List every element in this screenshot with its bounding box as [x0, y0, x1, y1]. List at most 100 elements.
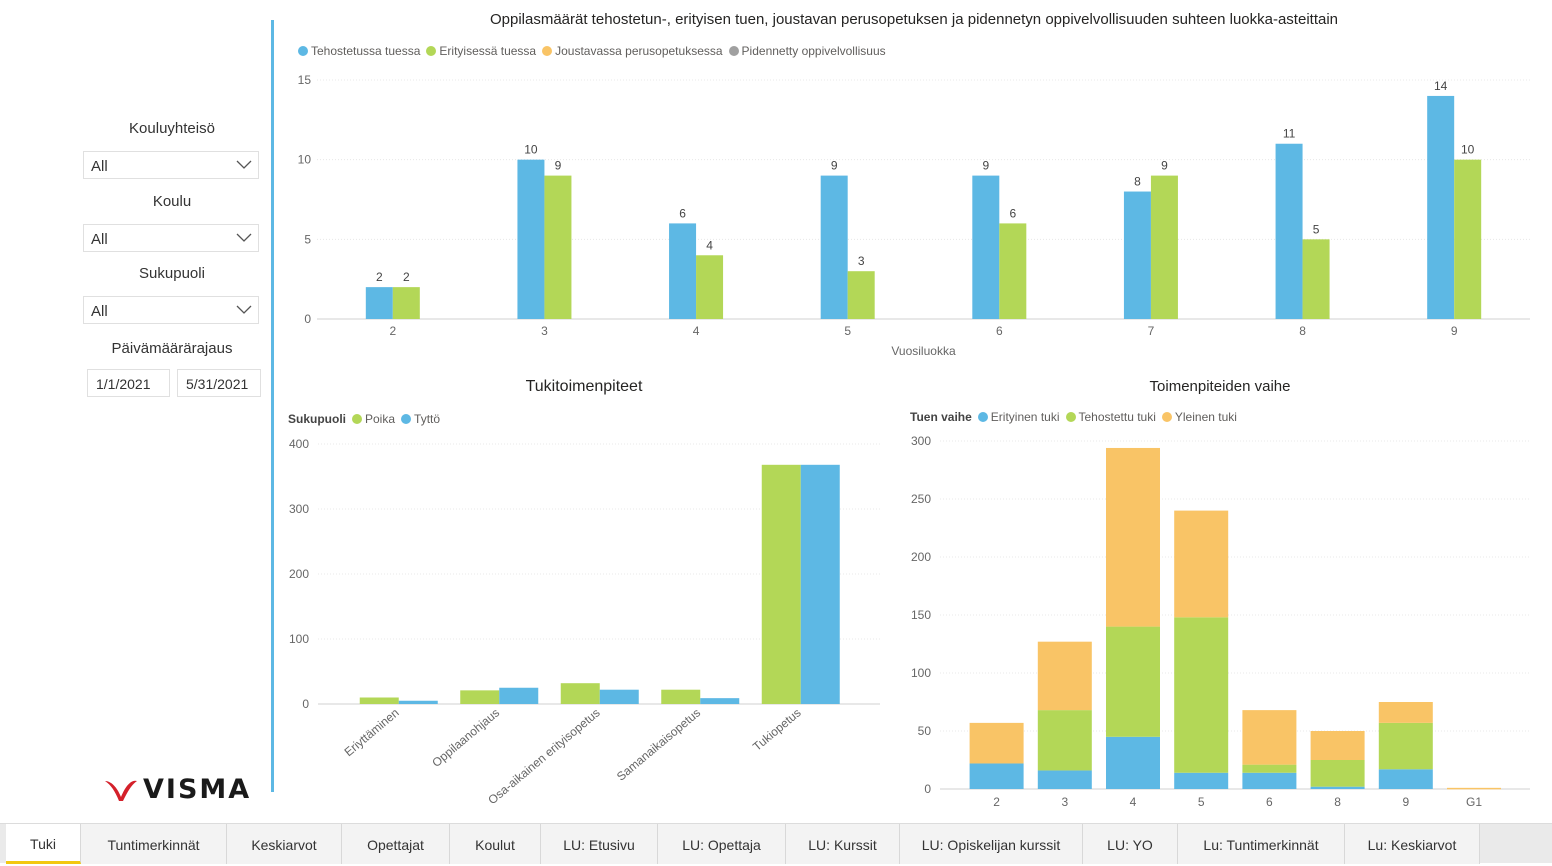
- tab-koulut[interactable]: Koulut: [450, 824, 541, 864]
- legend-item[interactable]: Tehostettu tuki: [1065, 410, 1156, 424]
- end-date-input[interactable]: 5/31/2021: [177, 369, 261, 397]
- x-axis-label: Vuosiluokka: [891, 344, 956, 358]
- tab-opettajat[interactable]: Opettajat: [342, 824, 450, 864]
- sukupuoli-label: Sukupuoli: [139, 265, 205, 282]
- x-tick-label: Tukiopetus: [750, 706, 804, 754]
- bar: [1427, 95, 1455, 319]
- tab-tuki[interactable]: Tuki: [6, 824, 81, 864]
- y-tick-label: 100: [289, 632, 309, 646]
- bar: [1123, 191, 1151, 319]
- sukupuoli-dropdown[interactable]: All: [83, 296, 259, 324]
- x-tick-label: 3: [1061, 795, 1068, 809]
- bar: [460, 690, 500, 704]
- legend-item[interactable]: Joustavassa perusopetuksessa: [542, 44, 723, 58]
- chevron-down-icon: [236, 160, 252, 169]
- bar-segment: [1310, 760, 1365, 787]
- data-label: 9: [831, 159, 838, 173]
- x-tick-label: 2: [993, 795, 1000, 809]
- y-tick-label: 15: [298, 73, 312, 87]
- bar: [359, 697, 399, 704]
- bar: [599, 689, 639, 704]
- y-tick-label: 300: [911, 434, 931, 448]
- x-tick-label: G1: [1466, 795, 1482, 809]
- page-tabs: Tuki Tuntimerkinnät Keskiarvot Opettajat Kou…: [0, 823, 1552, 864]
- visma-logo: VISMA: [103, 774, 251, 805]
- tab-lu-tuntimerkinnät[interactable]: Lu: Tuntimerkinnät: [1178, 824, 1345, 864]
- kouluyhteiso-dropdown[interactable]: All: [83, 151, 259, 179]
- kouluyhteiso-label: Kouluyhteisö: [129, 120, 215, 137]
- y-tick-label: 200: [289, 567, 309, 581]
- bar-segment: [1447, 787, 1501, 790]
- legend-item[interactable]: Tehostetussa tuessa: [298, 44, 420, 58]
- legend-item[interactable]: Erityisessä tuessa: [426, 44, 536, 58]
- bar: [560, 683, 600, 704]
- legend-dot-orange: [542, 46, 553, 56]
- data-label: 10: [1461, 143, 1475, 157]
- legend-dot-green: [426, 46, 437, 56]
- legend-title: Tuen vaihe: [910, 410, 972, 424]
- bar-segment: [1106, 447, 1160, 627]
- x-tick-label: Osa-aikainen erityisopetus: [485, 706, 602, 808]
- x-tick-label: 6: [996, 324, 1003, 338]
- tab-keskiarvot[interactable]: Keskiarvot: [227, 824, 342, 864]
- bar: [696, 255, 724, 319]
- tab-lu-opettaja[interactable]: LU: Opettaja: [658, 824, 786, 864]
- tab-lu-etusivu[interactable]: LU: Etusivu: [541, 824, 658, 864]
- bar: [392, 287, 420, 319]
- tab-lu-kurssit[interactable]: LU: Kurssit: [786, 824, 900, 864]
- tab-tuntimerkinnät[interactable]: Tuntimerkinnät: [81, 824, 227, 864]
- legend-item[interactable]: Poika: [352, 412, 395, 426]
- bar-segment: [1174, 510, 1229, 618]
- tab-lu-keskiarvot[interactable]: Lu: Keskiarvot: [1345, 824, 1480, 864]
- legend-dot-orange: [1161, 412, 1172, 422]
- bar: [1454, 159, 1482, 319]
- legend-label: Joustavassa perusopetuksessa: [555, 44, 723, 58]
- chart2-title: Tukitoimenpiteet: [525, 378, 643, 395]
- data-label: 2: [403, 270, 410, 284]
- legend-item[interactable]: Tyttö: [401, 412, 440, 426]
- bar: [700, 698, 740, 704]
- y-tick-label: 5: [304, 232, 311, 246]
- y-tick-label: 100: [911, 666, 931, 680]
- bar-segment: [1174, 617, 1229, 773]
- bar: [972, 175, 1000, 319]
- y-tick-label: 200: [911, 550, 931, 564]
- legend-item[interactable]: Yleinen tuki: [1161, 410, 1237, 424]
- bar-segment: [1037, 710, 1092, 771]
- bar-segment: [969, 722, 1024, 764]
- legend-item[interactable]: Erityinen tuki: [977, 410, 1060, 424]
- data-label: 6: [679, 206, 686, 220]
- koulu-label: Koulu: [152, 193, 192, 210]
- chevron-down-icon: [236, 305, 252, 314]
- legend-title: Sukupuoli: [288, 412, 346, 426]
- koulu-dropdown[interactable]: All: [83, 224, 259, 252]
- bar-segment: [1037, 770, 1092, 789]
- visma-logo-text: VISMA: [143, 774, 252, 805]
- x-tick-label: Oppilaanohjaus: [429, 706, 502, 770]
- data-label: 9: [1161, 159, 1168, 173]
- bar: [398, 700, 438, 704]
- kouluyhteiso-value: All: [91, 158, 108, 175]
- legend-label: Erityinen tuki: [990, 410, 1060, 424]
- bar-segment: [1242, 710, 1297, 765]
- bar-segment: [1174, 772, 1229, 789]
- tab-lu-opiskelijan-kurssit[interactable]: LU: Opiskelijan kurssit: [900, 824, 1083, 864]
- legend-label: Tyttö: [414, 412, 441, 426]
- bar: [499, 687, 539, 704]
- x-tick-label: Eriyttäminen: [342, 706, 402, 760]
- bar-segment: [1310, 786, 1365, 789]
- x-tick-label: 4: [1130, 795, 1137, 809]
- bar: [1302, 239, 1330, 319]
- x-tick-label: 5: [1198, 795, 1205, 809]
- legend-item[interactable]: Pidennetty oppivelvollisuus: [728, 44, 886, 58]
- data-label: 5: [1313, 222, 1320, 236]
- bar: [365, 287, 393, 319]
- legend-label: Tehostettu tuki: [1078, 410, 1156, 424]
- x-tick-label: 8: [1334, 795, 1341, 809]
- legend-label: Poika: [365, 412, 396, 426]
- tab-lu-yo[interactable]: LU: YO: [1083, 824, 1178, 864]
- data-label: 9: [555, 159, 562, 173]
- x-tick-label: 7: [1148, 324, 1155, 338]
- start-date-input[interactable]: 1/1/2021: [87, 369, 170, 397]
